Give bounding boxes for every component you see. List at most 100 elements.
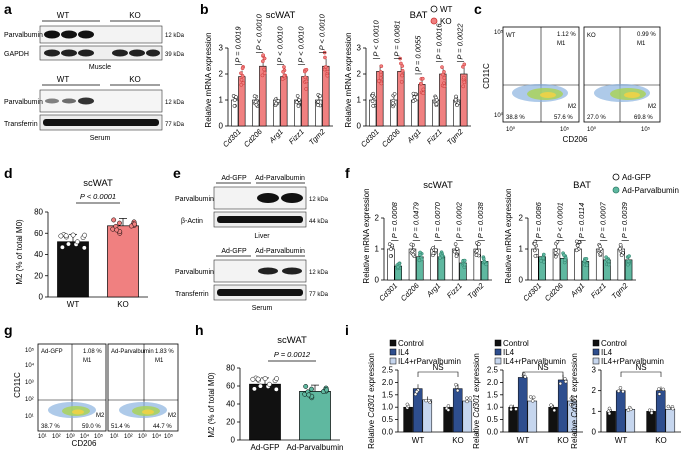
- data-point: [454, 95, 457, 98]
- chart-d: 020406080WT KO: [34, 208, 148, 310]
- data-point: [440, 66, 443, 69]
- data-point: [304, 76, 307, 79]
- panel-i-label: i: [345, 322, 349, 338]
- p-value-label: P < 0.0010: [318, 13, 327, 50]
- chart-b-scwat: scWAT0123Cd301P = 0.0019Cd206P < 0.0010A…: [219, 10, 333, 149]
- data-point: [456, 247, 459, 250]
- x-tick-label: WT: [67, 300, 80, 309]
- b-ylabel-left: Relative mRNA expression: [204, 32, 213, 127]
- a-group2-ko: KO: [129, 75, 141, 84]
- bar-il-: [453, 389, 462, 432]
- data-point: [234, 95, 237, 98]
- p-value-label: P = 0.0007: [599, 201, 608, 238]
- data-point: [443, 76, 446, 79]
- y-tick-label: 1: [219, 96, 224, 105]
- data-point: [427, 399, 430, 402]
- a-muscle-parv-name: Parvalbumin: [4, 32, 43, 39]
- p-value-label: P = 0.0086: [534, 201, 543, 238]
- panel-b-label: b: [200, 1, 209, 17]
- x-tick-label: Cd206: [399, 280, 422, 303]
- p-value-label: P = 0.0016: [435, 23, 444, 60]
- bar-ad-parvalbumin: [438, 257, 445, 280]
- x-tick-label: WT: [412, 436, 425, 445]
- panel-d: d scWAT P < 0.0001 M2 (% of total M0) 02…: [4, 165, 148, 309]
- y-tick-label: 0: [592, 428, 597, 437]
- data-point: [400, 80, 403, 83]
- c-wt-m2-tag: M2: [568, 104, 577, 110]
- data-point: [396, 265, 399, 268]
- bar-wt: [411, 100, 418, 126]
- data-point: [281, 70, 284, 73]
- x-tick-label: Ad-GFP: [251, 443, 280, 452]
- a-bands-serum-transferrin: [43, 119, 159, 126]
- data-point: [485, 263, 488, 266]
- g-xtick-6: 10¹: [110, 434, 119, 440]
- panel-g: g CD11C CD206 10¹ 10² 10³ 10⁴ 10⁵ 10¹ 10…: [4, 322, 178, 448]
- ns-label: NS: [635, 363, 646, 372]
- data-point: [305, 87, 308, 90]
- c-xtick-2: 10⁵: [560, 126, 570, 133]
- data-point: [240, 78, 243, 81]
- legend-swatch: [495, 358, 501, 364]
- y-tick-label: 2.0: [382, 378, 394, 387]
- data-point: [391, 102, 394, 105]
- x-tick-label: Tgm2: [445, 126, 466, 147]
- bar-ad-gfp: [575, 249, 582, 280]
- legend-swatch: [390, 340, 396, 346]
- data-point: [443, 85, 446, 88]
- data-point: [117, 221, 121, 225]
- g-xtick-10: 10⁵: [164, 433, 174, 440]
- figure-canvas: a WT KO Parvalbumin 12 kDa GAPDH 39 kDa …: [0, 0, 685, 462]
- panel-c-label: c: [474, 1, 482, 17]
- data-point: [391, 244, 394, 247]
- f-ylabel-left: Relative mRNA expression: [362, 188, 371, 283]
- x-tick-label: WT: [615, 436, 628, 445]
- data-point: [233, 99, 236, 102]
- x-tick-label: KO: [655, 436, 667, 445]
- ns-bracket: [523, 372, 563, 377]
- p-value-label: P = 0.0019: [234, 26, 243, 63]
- x-tick-label: Cd206: [543, 280, 566, 303]
- c-ko-m1: 0.99 %: [637, 32, 656, 38]
- data-point: [283, 74, 286, 77]
- bar-il-: [558, 380, 567, 432]
- chart-i-3: ControlIL4IL4+rParvalbuminRelative Cd301…: [570, 339, 681, 449]
- c-xtick-3: 10⁰: [587, 126, 597, 133]
- data-point: [627, 409, 630, 412]
- y-tick-label: 2.0: [487, 378, 499, 387]
- data-point: [531, 399, 534, 402]
- data-point: [575, 249, 578, 252]
- bar-il-rparvalbumin: [528, 401, 537, 432]
- e-serum-caption: Serum: [252, 305, 273, 312]
- data-point: [111, 218, 115, 222]
- data-point: [412, 253, 415, 256]
- y-tick-label: 0: [219, 122, 224, 131]
- data-point: [455, 104, 458, 107]
- data-point: [463, 81, 466, 84]
- data-point: [418, 253, 421, 256]
- legend-swatch: [593, 358, 599, 364]
- e-liver-parv-mw: 12 kDa: [309, 197, 329, 203]
- e-liver-caption: Liver: [254, 233, 270, 240]
- p-value-label: P = 0.0055: [414, 35, 423, 72]
- y-axis-label: Relative Cd301 expression: [570, 353, 579, 449]
- data-point: [400, 74, 403, 77]
- g-parv-bl: 51.4 %: [111, 424, 130, 430]
- data-point: [317, 100, 320, 103]
- chart-title: BAT: [410, 10, 428, 21]
- legend-label: Control: [398, 339, 424, 348]
- g-xticks: 10¹ 10² 10³ 10⁴ 10⁵ 10¹ 10² 10³ 10⁴ 10⁵: [38, 433, 174, 440]
- bar-ko: [281, 77, 288, 126]
- g-gfp-m1: 1.08 %: [83, 349, 102, 355]
- y-tick-label: 2: [219, 70, 224, 79]
- data-point: [59, 234, 63, 238]
- data-point: [534, 254, 537, 257]
- p-value-label: P < 0.0010: [372, 20, 381, 57]
- y-tick-label: 1: [519, 245, 524, 254]
- data-point: [522, 372, 525, 375]
- y-tick-label: 1: [357, 96, 362, 105]
- data-point: [619, 247, 622, 250]
- data-point: [510, 405, 513, 408]
- data-point: [463, 259, 466, 262]
- g-flow-gfp: Ad-GFP 1.08 % M1 M2 38.7 % 59.0 %: [38, 344, 106, 431]
